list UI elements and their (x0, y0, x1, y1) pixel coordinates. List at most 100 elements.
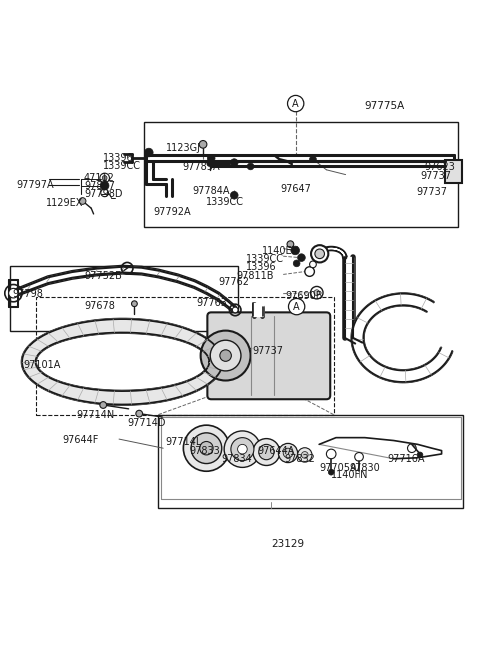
Circle shape (9, 288, 18, 298)
Circle shape (298, 448, 312, 462)
Text: 97792A: 97792A (154, 207, 191, 217)
Circle shape (238, 444, 247, 454)
Circle shape (100, 402, 107, 408)
Polygon shape (178, 276, 194, 287)
Text: 97830: 97830 (349, 464, 380, 474)
Text: 97737: 97737 (252, 346, 283, 356)
Circle shape (100, 181, 109, 190)
Text: 97775A: 97775A (365, 101, 405, 111)
Text: 97623: 97623 (425, 163, 456, 172)
Text: 97714N: 97714N (77, 410, 115, 420)
Circle shape (298, 254, 305, 262)
Text: 97690B: 97690B (286, 290, 323, 300)
Circle shape (220, 350, 231, 362)
Circle shape (183, 425, 229, 472)
Circle shape (355, 452, 363, 461)
Circle shape (136, 410, 143, 417)
Text: 97647: 97647 (281, 184, 312, 194)
Circle shape (199, 141, 207, 149)
Text: 47112: 47112 (84, 173, 115, 183)
Text: 13396: 13396 (103, 153, 134, 163)
Circle shape (291, 246, 300, 255)
Circle shape (278, 444, 298, 463)
Polygon shape (142, 268, 158, 276)
Text: 1123GJ: 1123GJ (166, 143, 201, 153)
Text: 97763: 97763 (197, 298, 228, 308)
Circle shape (253, 439, 280, 466)
Text: 97811B: 97811B (236, 271, 274, 281)
Text: 1339CC: 1339CC (246, 254, 284, 264)
Circle shape (210, 340, 241, 371)
Polygon shape (206, 287, 218, 300)
Polygon shape (96, 267, 122, 274)
Circle shape (293, 260, 300, 267)
Circle shape (305, 267, 314, 276)
Text: 97857: 97857 (84, 181, 115, 191)
Circle shape (288, 95, 304, 112)
Circle shape (200, 442, 213, 455)
Circle shape (230, 191, 238, 199)
Bar (158, 415, 463, 508)
Text: 97784A: 97784A (192, 186, 229, 196)
Circle shape (314, 290, 320, 296)
Text: 97737: 97737 (420, 171, 451, 181)
Circle shape (310, 261, 316, 268)
Circle shape (191, 433, 222, 464)
Text: 97716A: 97716A (388, 454, 425, 464)
Circle shape (231, 438, 254, 461)
Circle shape (230, 159, 238, 166)
Text: 97832: 97832 (284, 454, 315, 464)
Circle shape (417, 452, 423, 458)
Polygon shape (22, 319, 223, 404)
Polygon shape (253, 303, 263, 316)
Circle shape (102, 176, 107, 180)
Text: 23129: 23129 (271, 539, 304, 549)
Circle shape (259, 444, 274, 460)
Circle shape (315, 249, 324, 258)
Bar (36, 297, 334, 415)
Text: 97101A: 97101A (23, 360, 60, 370)
Text: 97798: 97798 (12, 288, 43, 298)
Text: 97737: 97737 (417, 187, 448, 197)
Circle shape (311, 286, 323, 299)
Text: 97678: 97678 (84, 300, 115, 310)
Circle shape (144, 149, 153, 157)
Circle shape (207, 161, 213, 166)
Polygon shape (218, 294, 228, 306)
Circle shape (132, 301, 137, 306)
Text: A: A (292, 99, 299, 109)
Polygon shape (352, 294, 452, 382)
Text: 97714L: 97714L (166, 438, 202, 448)
Circle shape (311, 245, 328, 262)
Circle shape (224, 431, 261, 468)
Text: 97644A: 97644A (257, 446, 295, 456)
Circle shape (283, 448, 293, 458)
Circle shape (201, 330, 251, 380)
Polygon shape (158, 270, 178, 281)
Text: 97834: 97834 (222, 454, 252, 464)
Text: 97752B: 97752B (84, 271, 122, 281)
Circle shape (207, 155, 215, 162)
Bar (10, 266, 238, 330)
Polygon shape (345, 257, 353, 338)
Text: 97644F: 97644F (62, 434, 99, 445)
Circle shape (288, 298, 305, 315)
FancyBboxPatch shape (207, 312, 330, 399)
Polygon shape (14, 285, 29, 296)
Text: 97833: 97833 (190, 446, 220, 456)
Circle shape (232, 307, 238, 313)
Circle shape (326, 449, 336, 459)
Text: 1339CC: 1339CC (206, 197, 244, 207)
Text: A: A (293, 302, 300, 312)
Text: 97705A: 97705A (319, 464, 357, 474)
Circle shape (287, 241, 294, 248)
Bar (144, 122, 458, 227)
Circle shape (247, 163, 254, 170)
Text: 97714D: 97714D (127, 418, 166, 428)
Text: 97798D: 97798D (84, 188, 122, 198)
Polygon shape (122, 267, 142, 274)
Text: 97762: 97762 (218, 277, 250, 287)
Polygon shape (22, 319, 223, 404)
Circle shape (328, 470, 334, 475)
Circle shape (79, 198, 86, 204)
